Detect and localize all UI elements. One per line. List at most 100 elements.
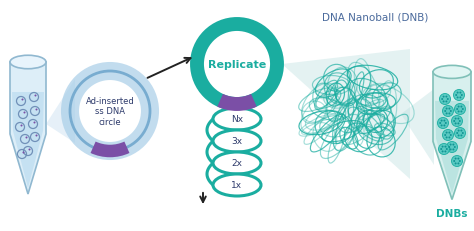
- Circle shape: [444, 134, 446, 137]
- Polygon shape: [46, 80, 75, 143]
- Circle shape: [454, 90, 465, 101]
- Circle shape: [457, 106, 460, 108]
- Circle shape: [441, 99, 443, 100]
- Polygon shape: [10, 63, 46, 194]
- Circle shape: [452, 149, 455, 151]
- Text: 3x: 3x: [231, 137, 243, 146]
- Circle shape: [22, 152, 25, 154]
- Circle shape: [450, 149, 452, 151]
- Circle shape: [438, 144, 449, 155]
- Circle shape: [460, 135, 463, 137]
- Circle shape: [455, 158, 456, 160]
- Circle shape: [441, 125, 443, 127]
- Text: DNBs: DNBs: [436, 209, 468, 219]
- Circle shape: [456, 97, 459, 99]
- Circle shape: [450, 134, 452, 137]
- Circle shape: [445, 122, 447, 125]
- Circle shape: [460, 130, 463, 132]
- Circle shape: [450, 110, 452, 112]
- Circle shape: [460, 106, 463, 108]
- Circle shape: [455, 104, 465, 115]
- Circle shape: [456, 109, 458, 110]
- Circle shape: [443, 101, 445, 103]
- Circle shape: [456, 92, 459, 94]
- Polygon shape: [282, 50, 410, 179]
- Circle shape: [447, 142, 457, 153]
- Circle shape: [36, 109, 37, 111]
- Polygon shape: [435, 101, 469, 194]
- Circle shape: [20, 125, 22, 127]
- Circle shape: [452, 144, 455, 146]
- Circle shape: [448, 146, 450, 148]
- Circle shape: [443, 130, 454, 141]
- Circle shape: [460, 111, 463, 113]
- Circle shape: [455, 123, 456, 125]
- Circle shape: [28, 149, 30, 151]
- Polygon shape: [401, 90, 434, 165]
- Circle shape: [448, 132, 450, 134]
- Circle shape: [455, 128, 465, 139]
- Circle shape: [448, 113, 450, 115]
- Circle shape: [438, 118, 448, 129]
- Circle shape: [446, 132, 447, 134]
- Circle shape: [459, 160, 461, 162]
- Circle shape: [447, 99, 449, 100]
- Circle shape: [453, 160, 455, 162]
- Circle shape: [445, 151, 447, 153]
- Circle shape: [452, 156, 463, 167]
- Circle shape: [443, 125, 446, 127]
- Circle shape: [444, 110, 446, 112]
- Ellipse shape: [213, 109, 261, 131]
- Circle shape: [446, 113, 447, 115]
- Circle shape: [34, 122, 36, 124]
- Circle shape: [453, 121, 455, 122]
- Circle shape: [457, 123, 459, 125]
- Ellipse shape: [213, 174, 261, 196]
- Circle shape: [446, 96, 447, 98]
- Circle shape: [455, 163, 456, 165]
- Circle shape: [440, 148, 442, 150]
- Circle shape: [446, 101, 447, 103]
- Circle shape: [456, 132, 458, 134]
- Circle shape: [457, 118, 459, 120]
- Circle shape: [455, 118, 456, 120]
- Circle shape: [24, 112, 26, 114]
- Circle shape: [457, 130, 460, 132]
- Ellipse shape: [433, 66, 471, 79]
- Circle shape: [462, 132, 464, 134]
- Circle shape: [26, 137, 27, 139]
- Text: Ad-inserted
ss DNA
circle: Ad-inserted ss DNA circle: [86, 97, 134, 126]
- Polygon shape: [433, 73, 471, 200]
- Circle shape: [448, 108, 450, 110]
- Circle shape: [455, 94, 457, 97]
- Circle shape: [459, 121, 461, 122]
- Circle shape: [446, 148, 448, 150]
- Circle shape: [443, 96, 445, 98]
- Circle shape: [459, 92, 461, 94]
- Circle shape: [442, 146, 444, 148]
- Circle shape: [36, 135, 37, 137]
- Circle shape: [450, 144, 452, 146]
- Text: Replicate: Replicate: [208, 60, 266, 70]
- Text: DNA Nanoball (DNB): DNA Nanoball (DNB): [322, 13, 428, 23]
- Circle shape: [461, 94, 463, 97]
- Circle shape: [457, 163, 459, 165]
- Circle shape: [446, 137, 447, 139]
- Circle shape: [462, 109, 464, 110]
- Circle shape: [446, 108, 447, 110]
- Circle shape: [442, 151, 444, 153]
- Circle shape: [452, 116, 463, 127]
- Text: Nx: Nx: [231, 115, 243, 124]
- Ellipse shape: [213, 131, 261, 152]
- Text: 1x: 1x: [231, 181, 243, 190]
- Circle shape: [197, 25, 277, 105]
- Circle shape: [439, 122, 441, 125]
- Circle shape: [441, 120, 443, 122]
- Circle shape: [454, 146, 456, 148]
- Circle shape: [445, 146, 447, 148]
- Circle shape: [457, 111, 460, 113]
- Circle shape: [443, 120, 446, 122]
- Polygon shape: [12, 93, 44, 188]
- Circle shape: [439, 94, 450, 105]
- Circle shape: [35, 95, 36, 97]
